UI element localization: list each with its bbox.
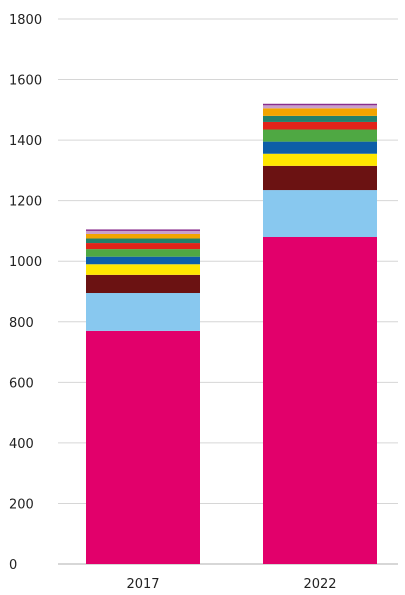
bar-2017-segment-4: [86, 264, 200, 275]
bar-2022-segment-9: [263, 108, 377, 116]
bar-2017-segment-6: [86, 249, 200, 257]
y-tick-label-600: 600: [9, 376, 34, 391]
y-tick-label-1000: 1000: [9, 255, 42, 270]
bar-2022-segment-8: [263, 115, 377, 122]
bar-2022-segment-3: [263, 165, 377, 191]
y-tick-label-1600: 1600: [9, 74, 42, 89]
bar-2022-segment-1: [263, 237, 377, 564]
bar-2017-segment-9: [86, 233, 200, 239]
y-tick-label-1800: 1800: [9, 13, 42, 28]
bar-2022-segment-7: [263, 121, 377, 130]
bar-2017-segment-3: [86, 274, 200, 294]
bar-2022-segment-6: [263, 129, 377, 142]
bar-2017-segment-5: [86, 256, 200, 265]
bar-2017-segment-10: [86, 230, 200, 234]
bar-2017-segment-8: [86, 238, 200, 244]
x-axis-ticks: 2017 2022: [126, 577, 336, 592]
bar-2022-segment-11: [263, 103, 377, 106]
y-axis-ticks: 0 200 400 600 800 1000 1200 1400 1600 1800: [9, 13, 42, 573]
x-tick-label-2017: 2017: [126, 577, 159, 592]
bars: [86, 103, 377, 564]
bar-2022-segment-4: [263, 153, 377, 166]
y-tick-label-1200: 1200: [9, 195, 42, 210]
y-tick-label-800: 800: [9, 316, 34, 331]
y-tick-label-0: 0: [9, 558, 17, 573]
bar-2017-segment-11: [86, 229, 200, 231]
y-tick-label-400: 400: [9, 437, 34, 452]
y-tick-label-1400: 1400: [9, 134, 42, 149]
bar-2017-segment-7: [86, 243, 200, 250]
bar-2017-segment-2: [86, 293, 200, 331]
bar-2022-segment-2: [263, 190, 377, 237]
y-tick-label-200: 200: [9, 497, 34, 512]
x-tick-label-2022: 2022: [303, 577, 336, 592]
bar-2017-segment-1: [86, 330, 200, 564]
bar-2022-segment-5: [263, 141, 377, 154]
bar-2022-segment-10: [263, 105, 377, 109]
